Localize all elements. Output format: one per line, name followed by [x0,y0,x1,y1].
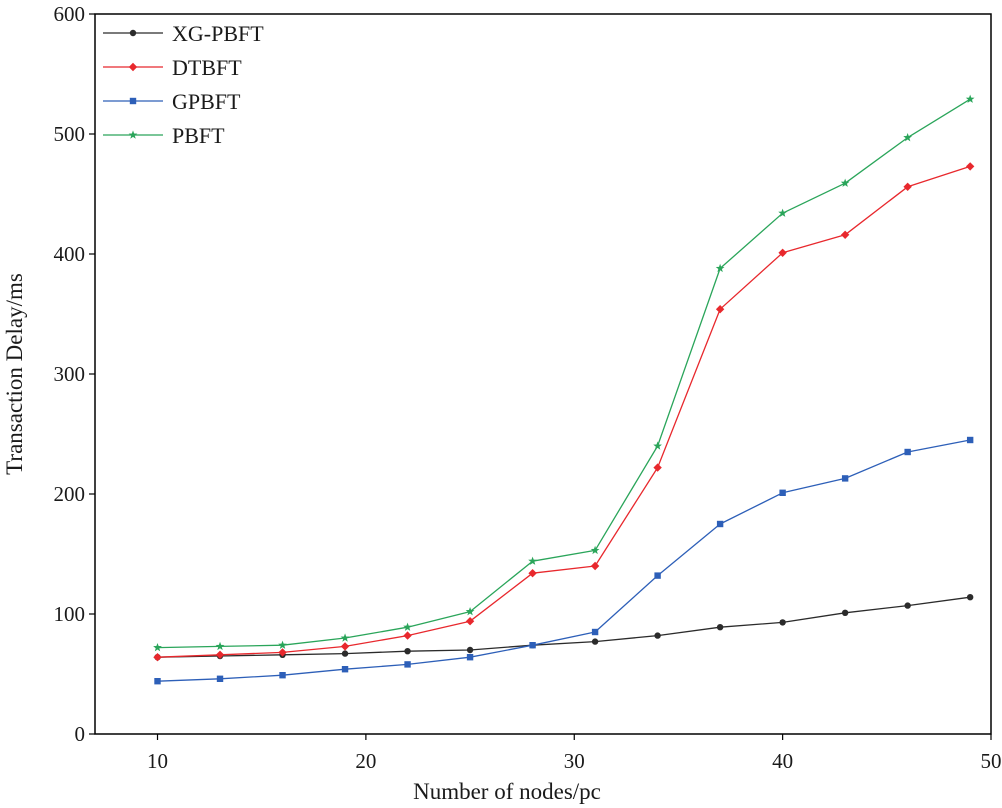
y-tick-label: 600 [54,2,86,26]
data-point-gpbft [654,572,661,579]
y-tick-label: 300 [54,362,86,386]
data-point-gpbft [716,520,724,528]
data-point-pbft [528,556,537,565]
data-point-gpbft [341,666,349,673]
data-point-xg-pbft [466,646,474,654]
data-point-dtbft [840,230,850,239]
series-dtbft [153,162,975,662]
data-point-gpbft [591,628,599,636]
series-line-dtbft [157,165,971,658]
data-point-dtbft [715,305,725,314]
legend: XG-PBFT DTBFT GPBFT PBFT [103,21,264,148]
data-point-dtbft [903,182,912,191]
x-tick-label: 50 [981,749,1002,773]
x-tick-label: 20 [355,749,376,773]
legend-item-pbft: PBFT [103,123,225,148]
y-axis-ticks: 0 100 200 300 400 500 600 [54,2,95,746]
y-tick-label: 200 [54,482,86,506]
legend-label: XG-PBFT [172,21,264,46]
data-point-dtbft [403,631,412,640]
data-point-xg-pbft [404,648,411,655]
legend-label: PBFT [172,123,225,148]
data-point-dtbft [653,463,662,472]
data-point-pbft [903,133,913,142]
series-line-pbft [157,98,971,649]
y-tick-label: 400 [54,242,86,266]
data-point-pbft [153,643,162,652]
data-point-dtbft [278,648,287,657]
data-point-pbft [278,640,287,649]
data-point-pbft [340,633,350,642]
y-tick-label: 0 [75,722,86,746]
x-axis-ticks: 10 20 30 40 50 [147,734,1002,773]
data-point-xg-pbft [966,594,974,601]
data-point-gpbft [966,436,974,444]
data-point-xg-pbft [341,650,349,657]
series-line-xg-pbft [157,596,971,658]
data-point-pbft [590,545,600,555]
x-tick-label: 30 [564,749,585,773]
data-point-gpbft [466,654,474,661]
data-point-xg-pbft [654,632,661,639]
data-point-dtbft [590,561,600,571]
data-point-pbft [840,178,850,187]
data-point-dtbft [215,650,225,659]
data-point-xg-pbft [591,638,599,645]
series-gpbft [154,436,974,685]
legend-label: DTBFT [172,55,242,80]
data-point-gpbft [841,475,849,482]
data-point-gpbft [154,678,161,685]
data-point-pbft [653,441,662,450]
data-point-dtbft [153,653,162,662]
series-pbft [153,94,975,652]
legend-item-dtbft: DTBFT [103,55,242,80]
legend-marker [129,29,137,37]
plot-frame [94,13,992,735]
y-tick-label: 500 [54,122,86,146]
data-point-gpbft [529,642,536,649]
legend-marker [128,62,138,72]
data-point-xg-pbft [716,624,724,631]
data-point-pbft [715,263,725,273]
data-point-dtbft [528,569,537,578]
x-axis-title: Number of nodes/pc [413,779,601,804]
data-point-gpbft [216,675,224,682]
data-point-dtbft [465,617,475,626]
y-tick-label: 100 [54,602,86,626]
data-point-pbft [778,208,787,217]
data-point-xg-pbft [841,609,849,616]
data-point-pbft [215,641,225,651]
legend-marker [128,130,138,139]
data-point-xg-pbft [779,619,786,626]
data-point-xg-pbft [904,602,911,609]
data-point-dtbft [340,642,350,651]
series-layer [153,94,975,685]
data-point-pbft [465,607,475,616]
series-xg-pbft [154,594,974,661]
x-tick-label: 10 [147,749,168,773]
data-point-pbft [965,94,975,103]
data-point-gpbft [904,448,911,456]
data-point-dtbft [778,248,787,257]
x-tick-label: 40 [772,749,793,773]
data-point-pbft [403,622,412,631]
legend-item-gpbft: GPBFT [103,89,241,114]
legend-item-xg-pbft: XG-PBFT [103,21,264,46]
legend-label: GPBFT [172,89,241,114]
data-point-gpbft [779,489,786,496]
legend-marker [129,97,137,105]
series-line-gpbft [157,439,971,682]
data-point-gpbft [279,672,286,679]
data-point-gpbft [404,661,411,668]
data-point-dtbft [965,162,975,171]
y-axis-title: Transaction Delay/ms [2,273,27,475]
